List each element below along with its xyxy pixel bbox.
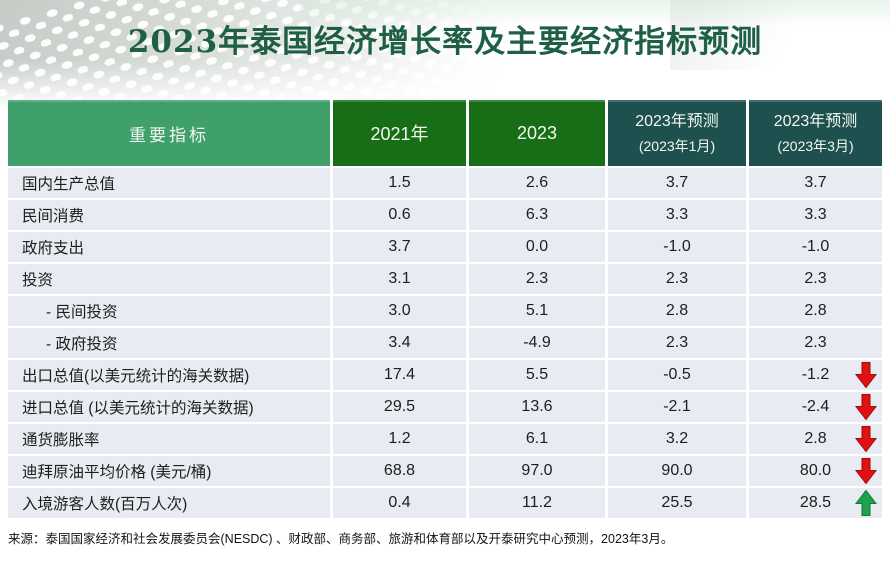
header-2023: 2023 (469, 100, 605, 166)
value-cell: 2.3 (749, 264, 882, 294)
value-cell: -1.0 (749, 232, 882, 262)
value-cell: -4.9 (469, 328, 605, 358)
value-cell: 2.3 (608, 264, 746, 294)
value-cell: -2.1 (608, 392, 746, 422)
value-cell: 2.8 (608, 296, 746, 326)
value-cell: 3.7 (333, 232, 466, 262)
value-cell: 2.3 (749, 328, 882, 358)
header-forecast-jan-month: (2023年1月) (638, 137, 716, 154)
value-cell: 2.6 (469, 168, 605, 198)
value-cell: 5.1 (469, 296, 605, 326)
value-cell: 28.5 (749, 488, 882, 518)
value-cell: 0.4 (333, 488, 466, 518)
indicator-label: 政府支出 (8, 232, 330, 262)
indicator-label: 民间消费 (8, 200, 330, 230)
down-arrow-icon (854, 458, 878, 485)
down-arrow-icon (854, 362, 878, 389)
value-cell: 3.2 (608, 424, 746, 454)
corner-shade (670, 0, 890, 70)
texture-fade (0, 0, 640, 108)
value-cell: -1.0 (608, 232, 746, 262)
value-cell: 6.3 (469, 200, 605, 230)
down-arrow-icon (854, 426, 878, 453)
indicators-table: 重要指标 2021年 2023 2023年预测 (2023年1月) 2023年预… (8, 100, 882, 518)
header-indicator: 重要指标 (8, 100, 330, 166)
header-forecast-mar-month: (2023年3月) (777, 137, 854, 154)
value-cell: 3.3 (749, 200, 882, 230)
value-cell: -0.5 (608, 360, 746, 390)
header-2021: 2021年 (333, 100, 466, 166)
indicator-label: 通货膨胀率 (8, 424, 330, 454)
indicator-label: 投资 (8, 264, 330, 294)
header-forecast-jan-title: 2023年预测 (635, 112, 719, 130)
halftone-texture (0, 0, 640, 108)
value-cell: 97.0 (469, 456, 605, 486)
value-cell: 3.3 (608, 200, 746, 230)
top-tint (300, 0, 890, 26)
value-cell: -1.2 (749, 360, 882, 390)
value-cell: -2.4 (749, 392, 882, 422)
value-cell: 80.0 (749, 456, 882, 486)
value-cell: 5.5 (469, 360, 605, 390)
source-note: 来源：泰国国家经济和社会发展委员会(NESDC) 、财政部、商务部、旅游和体育部… (8, 532, 674, 546)
value-cell: 0.6 (333, 200, 466, 230)
indicator-label: 进口总值 (以美元统计的海关数据) (8, 392, 330, 422)
value-cell: 2.8 (749, 424, 882, 454)
value-cell: 2.3 (469, 264, 605, 294)
value-cell: 1.5 (333, 168, 466, 198)
up-arrow-icon (854, 489, 878, 517)
down-arrow-icon (854, 394, 878, 421)
value-cell: 25.5 (608, 488, 746, 518)
value-cell: 3.4 (333, 328, 466, 358)
indicator-label: 国内生产总值 (8, 168, 330, 198)
indicator-label: 迪拜原油平均价格 (美元/桶) (8, 456, 330, 486)
value-cell: 68.8 (333, 456, 466, 486)
value-cell: 13.6 (469, 392, 605, 422)
value-cell: 3.7 (608, 168, 746, 198)
value-cell: 1.2 (333, 424, 466, 454)
value-cell: 3.0 (333, 296, 466, 326)
page-title: 2023年泰国经济增长率及主要经济指标预测 (127, 24, 763, 60)
value-cell: 6.1 (469, 424, 605, 454)
value-cell: 3.1 (333, 264, 466, 294)
header-forecast-mar-title: 2023年预测 (773, 112, 858, 130)
header-forecast-jan: 2023年预测 (2023年1月) (608, 100, 746, 166)
indicator-label: - 民间投资 (8, 296, 330, 326)
value-cell: 11.2 (469, 488, 605, 518)
value-cell: 17.4 (333, 360, 466, 390)
indicator-label: 出口总值(以美元统计的海关数据) (8, 360, 330, 390)
value-cell: 0.0 (469, 232, 605, 262)
value-cell: 2.8 (749, 296, 882, 326)
header-forecast-mar: 2023年预测 (2023年3月) (749, 100, 882, 166)
indicator-label: - 政府投资 (8, 328, 330, 358)
indicator-label: 入境游客人数(百万人次) (8, 488, 330, 518)
value-cell: 3.7 (749, 168, 882, 198)
value-cell: 90.0 (608, 456, 746, 486)
value-cell: 2.3 (608, 328, 746, 358)
value-cell: 29.5 (333, 392, 466, 422)
